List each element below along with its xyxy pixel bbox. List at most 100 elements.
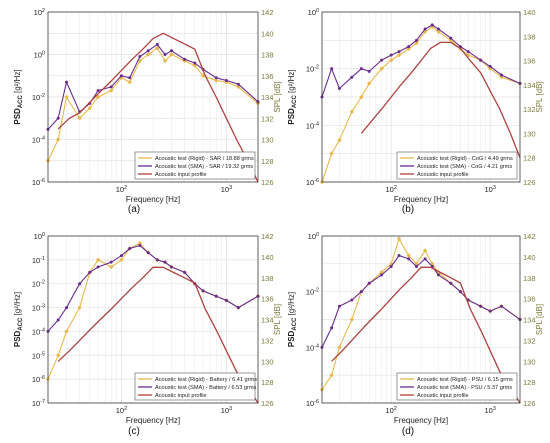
y-tick-label: 10-6 (32, 178, 45, 187)
data-point (88, 270, 92, 274)
legend: Acoustic test (Rigid) - CoG / 4.49 grms A… (396, 151, 518, 180)
y-tick-label: 10-4 (306, 121, 319, 130)
data-point (214, 294, 218, 298)
data-point (389, 265, 393, 269)
y-tick-label: 10-4 (32, 327, 45, 336)
y2-tick-label: 136 (523, 295, 536, 304)
data-point (423, 257, 427, 261)
data-point (359, 67, 363, 71)
data-point (458, 290, 462, 294)
y-tick-label: 10-6 (32, 375, 45, 384)
x-tick-label: 103 (221, 185, 232, 194)
legend-label: Acoustic test (Rigid) - SAR / 18.88 grms (155, 156, 254, 162)
data-point (449, 281, 453, 285)
data-point (109, 260, 113, 264)
y-tick-label: 100 (34, 51, 45, 60)
y2-tick-label: 128 (261, 378, 274, 387)
legend: Acoustic test (Rigid) - Battery / 6.41 g… (134, 372, 257, 401)
y2-tick-label: 126 (261, 178, 274, 187)
data-point (430, 23, 434, 27)
legend-box (134, 372, 256, 401)
data-point (119, 74, 123, 78)
y-tick-label: 10-2 (306, 65, 319, 74)
y2-tick-label: 136 (523, 57, 536, 66)
y2-tick-label: 134 (261, 316, 274, 325)
y-axis-label: PSDACC [g²/Hz] (287, 292, 298, 347)
y2-tick-label: 132 (261, 336, 274, 345)
data-point (407, 257, 411, 261)
y2-tick-label: 126 (261, 399, 274, 408)
data-point (236, 84, 241, 90)
y2-tick-label: 128 (261, 157, 274, 166)
data-point (330, 67, 334, 71)
y2-tick-label: 132 (261, 114, 274, 123)
legend-label: Acoustic input profile (155, 393, 207, 399)
legend-label: Acoustic test (Rigid) - CoG / 4.49 grms (417, 156, 513, 162)
data-point (479, 304, 483, 308)
data-point (163, 260, 167, 264)
x-axis-label: Frequency [Hz] (126, 416, 180, 425)
data-point (449, 36, 453, 40)
y2-axis-label: SPL [dB] (273, 81, 282, 112)
data-point (466, 50, 470, 54)
y2-tick-label: 140 (523, 8, 536, 17)
data-point (380, 273, 384, 277)
x-tick-label: 102 (116, 406, 127, 415)
legend: Acoustic test (Rigid) - PSU / 6.15 grms A… (396, 372, 518, 401)
data-point (406, 46, 411, 52)
legend-label: Acoustic test (Rigid) - Battery / 6.41 g… (155, 377, 257, 383)
data-point (499, 304, 503, 308)
chart-panel: 10-6 10-4 10-2 100 126 128 130 132 134 136 138 140 1… (287, 232, 544, 437)
data-point (64, 94, 69, 100)
data-point (329, 151, 334, 156)
data-point (388, 57, 394, 63)
data-point (119, 254, 123, 258)
data-point (137, 58, 143, 64)
chart-panel: 10-7 10-6 10-5 10-4 10-3 10-2 10-1 100 126 128 130… (13, 232, 282, 437)
data-point (359, 94, 364, 100)
y2-tick-label: 138 (261, 274, 274, 283)
data-point (109, 264, 114, 270)
data-point (479, 58, 483, 62)
y2-tick-label: 138 (261, 51, 274, 60)
data-point (77, 116, 82, 121)
data-point (128, 246, 132, 250)
data-point (138, 55, 142, 59)
data-point (380, 58, 384, 62)
legend-box (396, 151, 518, 180)
data-point (367, 281, 371, 285)
y2-tick-label: 130 (523, 129, 536, 138)
plot-frame (47, 11, 259, 183)
data-point (137, 240, 143, 246)
data-point (236, 306, 240, 310)
data-point (224, 298, 228, 302)
data-point (169, 49, 173, 53)
y2-tick-label: 126 (523, 399, 536, 408)
data-point (337, 137, 342, 143)
data-point (397, 50, 401, 54)
data-point (155, 258, 159, 262)
y2-tick-label: 128 (523, 154, 536, 163)
chart-panel: 10-6 10-4 10-2 100 126 128 130 132 134 136 138 140 1… (287, 8, 544, 215)
x-tick-label: 102 (116, 185, 127, 194)
x-axis-label: Frequency [Hz] (126, 195, 180, 204)
data-point (146, 49, 150, 53)
data-point (87, 105, 92, 111)
y2-tick-label: 130 (523, 357, 536, 366)
data-point (224, 78, 228, 82)
data-point (414, 38, 418, 42)
data-point (329, 372, 334, 378)
y-tick-label: 10-2 (32, 280, 45, 289)
y-tick-label: 10-4 (32, 136, 45, 145)
data-point (163, 53, 167, 56)
y2-tick-label: 128 (523, 378, 536, 387)
data-point (55, 137, 61, 142)
series-line (57, 266, 259, 404)
y2-tick-label: 130 (261, 136, 274, 145)
data-point (337, 86, 341, 90)
data-point (414, 265, 418, 269)
legend-box (134, 151, 256, 180)
data-point (436, 29, 441, 35)
y2-axis-label: SPL [dB] (273, 304, 282, 335)
